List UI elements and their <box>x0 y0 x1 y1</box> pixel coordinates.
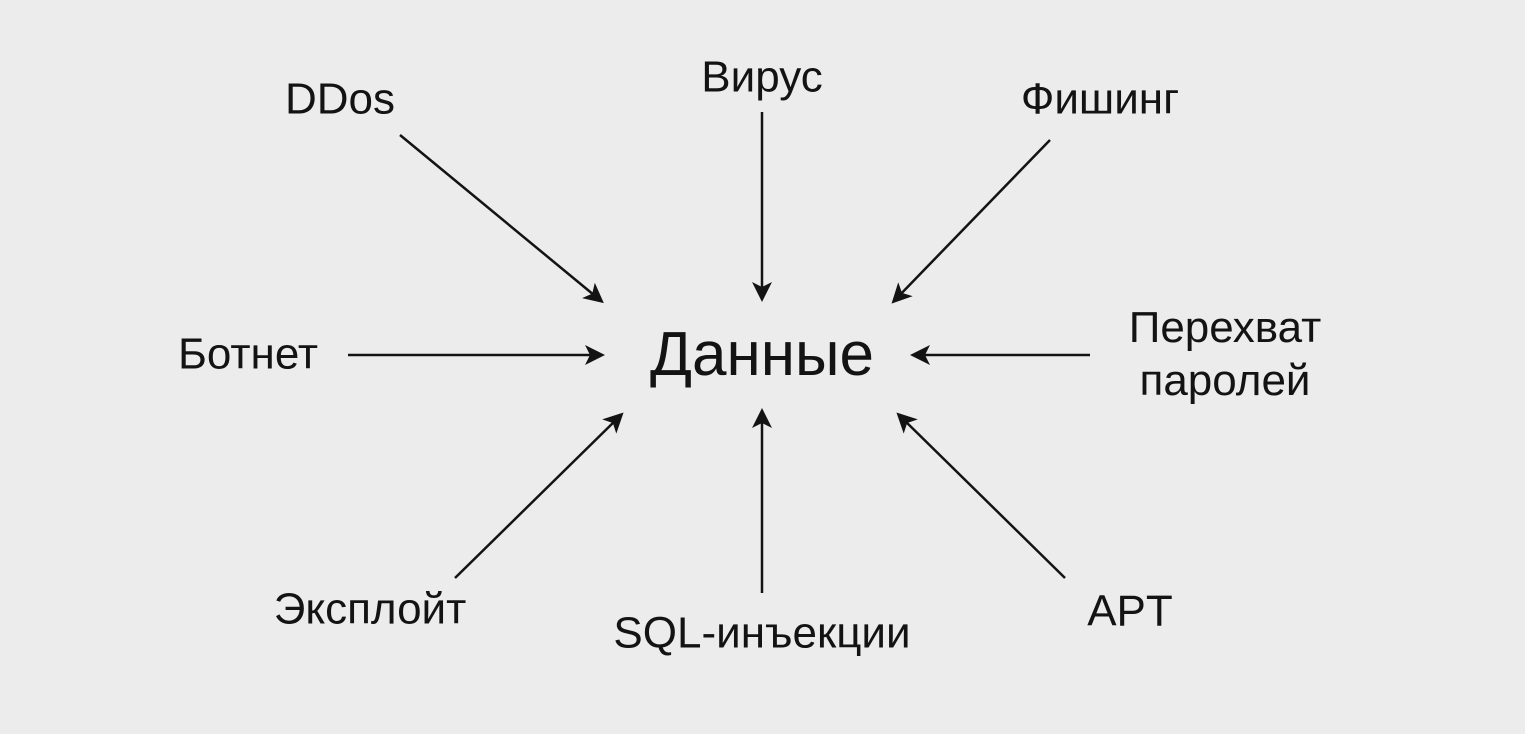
center-node: Данные <box>650 318 874 392</box>
outer-node-exploit: Эксплойт <box>274 584 467 637</box>
outer-node-botnet: Ботнет <box>178 329 318 382</box>
outer-node-sql: SQL-инъекции <box>613 608 910 661</box>
arrow-ddos <box>400 135 600 300</box>
outer-node-apt: APT <box>1087 586 1173 639</box>
arrow-phishing <box>895 140 1050 300</box>
arrow-apt <box>900 416 1065 578</box>
outer-node-virus: Вирус <box>701 52 822 105</box>
diagram-canvas: Данные DDos Вирус Фишинг Перехват паролей AP… <box>0 0 1525 734</box>
outer-node-intercept: Перехват паролей <box>1129 302 1322 408</box>
outer-node-phishing: Фишинг <box>1021 74 1179 127</box>
arrow-exploit <box>455 416 620 578</box>
outer-node-ddos: DDos <box>285 74 395 127</box>
